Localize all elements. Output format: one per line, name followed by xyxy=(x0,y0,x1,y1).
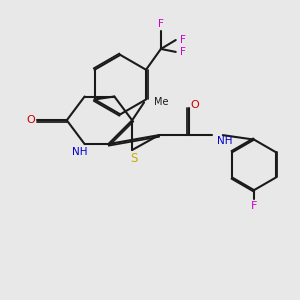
Text: NH: NH xyxy=(72,147,88,158)
Text: F: F xyxy=(180,47,186,57)
Text: F: F xyxy=(180,35,186,45)
Text: S: S xyxy=(130,152,137,165)
Text: O: O xyxy=(26,115,35,125)
Text: F: F xyxy=(158,19,164,29)
Text: F: F xyxy=(251,202,257,212)
Text: NH: NH xyxy=(217,136,233,146)
Text: Me: Me xyxy=(154,98,169,107)
Text: O: O xyxy=(190,100,199,110)
